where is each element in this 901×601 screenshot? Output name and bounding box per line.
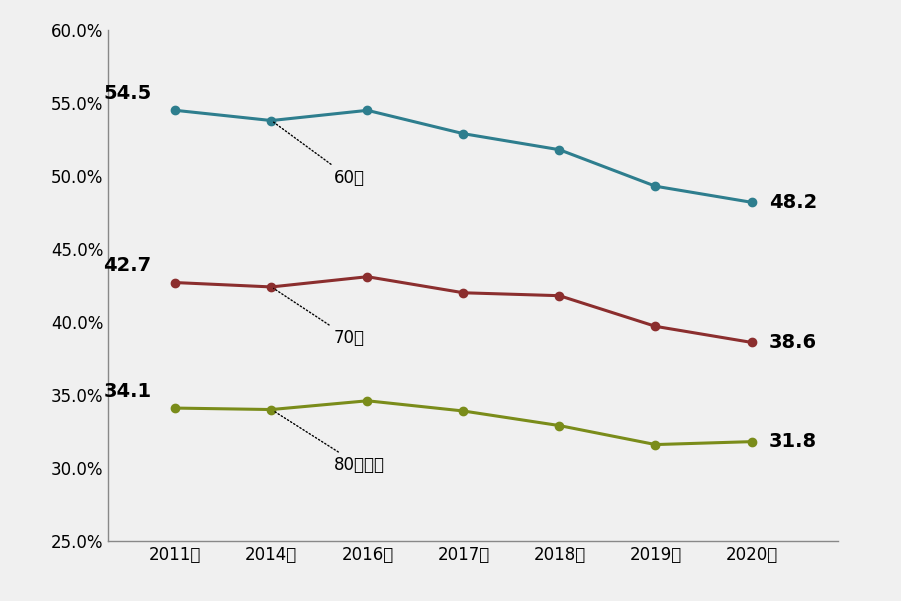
Text: 34.1: 34.1 (104, 382, 151, 401)
Text: 54.5: 54.5 (104, 84, 151, 103)
Text: 48.2: 48.2 (769, 193, 817, 212)
Text: 38.6: 38.6 (769, 333, 817, 352)
Text: 70代: 70代 (274, 288, 365, 347)
Text: 42.7: 42.7 (104, 256, 151, 275)
Text: 60代: 60代 (274, 122, 365, 187)
Text: 31.8: 31.8 (769, 432, 817, 451)
Text: 80代以上: 80代以上 (274, 411, 385, 474)
